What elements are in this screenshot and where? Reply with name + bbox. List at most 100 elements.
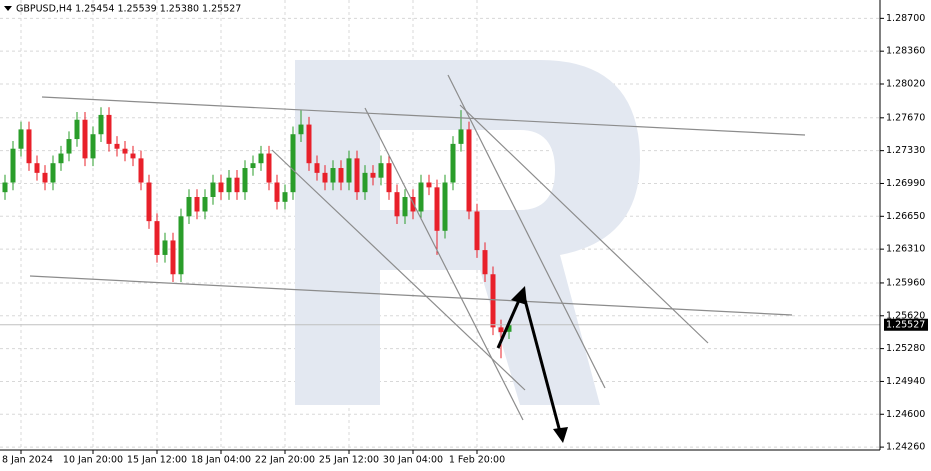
trend-line: [29, 275, 793, 316]
arrow-down: [523, 299, 562, 433]
candle-body: [442, 182, 448, 231]
candle-body: [82, 119, 88, 159]
candle-body: [50, 163, 56, 183]
last-price-box: [884, 318, 928, 331]
candle-body: [490, 274, 496, 328]
y-tick-label: 1.25960: [886, 277, 925, 288]
watermark-logo: [295, 60, 640, 405]
candle-body: [362, 172, 368, 193]
candle-body: [218, 182, 224, 193]
y-tick-label: 1.28020: [886, 79, 925, 90]
candle-body: [98, 114, 104, 135]
candle-body: [74, 119, 80, 140]
y-tick-label: 1.26990: [886, 178, 925, 189]
x-tick-label: 22 Jan 20:00: [255, 455, 315, 466]
candle-body: [146, 182, 152, 222]
x-tick-label: 30 Jan 04:00: [383, 455, 443, 466]
candle-body: [26, 129, 32, 164]
candle-body: [394, 192, 400, 217]
candle-body: [138, 158, 144, 183]
candle-body: [90, 134, 96, 159]
candle-body: [450, 143, 456, 183]
y-tick-label: 1.28700: [886, 13, 925, 24]
arrow-head: [553, 427, 568, 443]
candle-body: [114, 143, 120, 149]
y-tick-label: 1.27670: [886, 112, 925, 123]
candle-body: [194, 196, 200, 212]
y-tick-label: 1.28360: [886, 46, 925, 57]
x-tick-label: 8 Jan 2024: [2, 455, 53, 466]
x-tick-label: 1 Feb 20:00: [449, 455, 505, 466]
candle-body: [322, 172, 328, 183]
trend-line: [459, 104, 709, 344]
candle-body: [42, 172, 48, 183]
candle-body: [466, 129, 472, 212]
candle-body: [242, 168, 248, 193]
candle-body: [434, 187, 440, 231]
candle-body: [58, 153, 64, 164]
candle-body: [458, 129, 464, 144]
candle-body: [290, 134, 296, 193]
candle-body: [178, 216, 184, 275]
x-tick-label: 18 Jan 04:00: [191, 455, 251, 466]
candle-body: [154, 221, 160, 255]
chart-header: GBPUSD,H4 1.25454 1.25539 1.25380 1.2552…: [16, 4, 241, 15]
header-icon: [4, 6, 12, 11]
candle-body: [162, 240, 168, 255]
arrow-up: [496, 297, 522, 349]
candle-body: [378, 163, 384, 178]
candle-body: [506, 324, 512, 332]
candle-body: [250, 163, 256, 169]
arrow-head: [511, 286, 527, 305]
y-tick-label: 1.26310: [886, 244, 925, 255]
candle-body: [186, 196, 192, 217]
plot-area: [0, 107, 880, 359]
trend-line: [41, 96, 806, 136]
y-tick-label: 1.24940: [886, 376, 925, 387]
forecast-arrows: [496, 286, 568, 443]
trend-lines: [29, 74, 806, 421]
y-tick-label: 1.24600: [886, 409, 925, 420]
candle-body: [386, 163, 392, 193]
watermark: [295, 60, 640, 405]
candle-body: [474, 211, 480, 251]
candle-body: [354, 158, 360, 193]
candle-body: [66, 139, 72, 154]
candle-body: [330, 168, 336, 183]
y-tick-label: 1.25280: [886, 343, 925, 354]
candle-body: [410, 196, 416, 212]
y-tick-label: 1.26650: [886, 211, 925, 222]
x-tick-label: 10 Jan 20:00: [63, 455, 123, 466]
candle-body: [306, 124, 312, 164]
candle-body: [266, 153, 272, 183]
candle-body: [170, 240, 176, 275]
candle-body: [282, 192, 288, 202]
trend-line: [271, 149, 526, 391]
last-price-label: 1.25527: [886, 319, 925, 330]
candle-body: [498, 327, 504, 333]
trend-line: [447, 74, 606, 389]
x-tick-label: 25 Jan 12:00: [319, 455, 379, 466]
y-tick-label: 1.25620: [886, 310, 925, 321]
candle-body: [106, 114, 112, 144]
candle-body: [426, 182, 432, 188]
candle-body: [274, 182, 280, 202]
candle-body: [258, 153, 264, 164]
candle-body: [122, 148, 128, 154]
candle-body: [418, 182, 424, 212]
candle-body: [10, 148, 16, 183]
x-tick-label: 15 Jan 12:00: [127, 455, 187, 466]
candle-body: [18, 129, 24, 149]
candle-body: [402, 196, 408, 217]
candle-body: [226, 177, 232, 193]
candle-body: [298, 124, 304, 135]
candle-body: [370, 172, 376, 178]
candle-body: [202, 196, 208, 212]
candle-body: [34, 163, 40, 173]
candle-body: [482, 250, 488, 275]
candle-body: [346, 158, 352, 183]
axis-labels: 1.28700 1.28360 1.28020 1.27670 1.27330 1.269…: [2, 13, 928, 466]
candle-body: [2, 182, 8, 193]
y-tick-label: 1.24260: [886, 442, 925, 453]
